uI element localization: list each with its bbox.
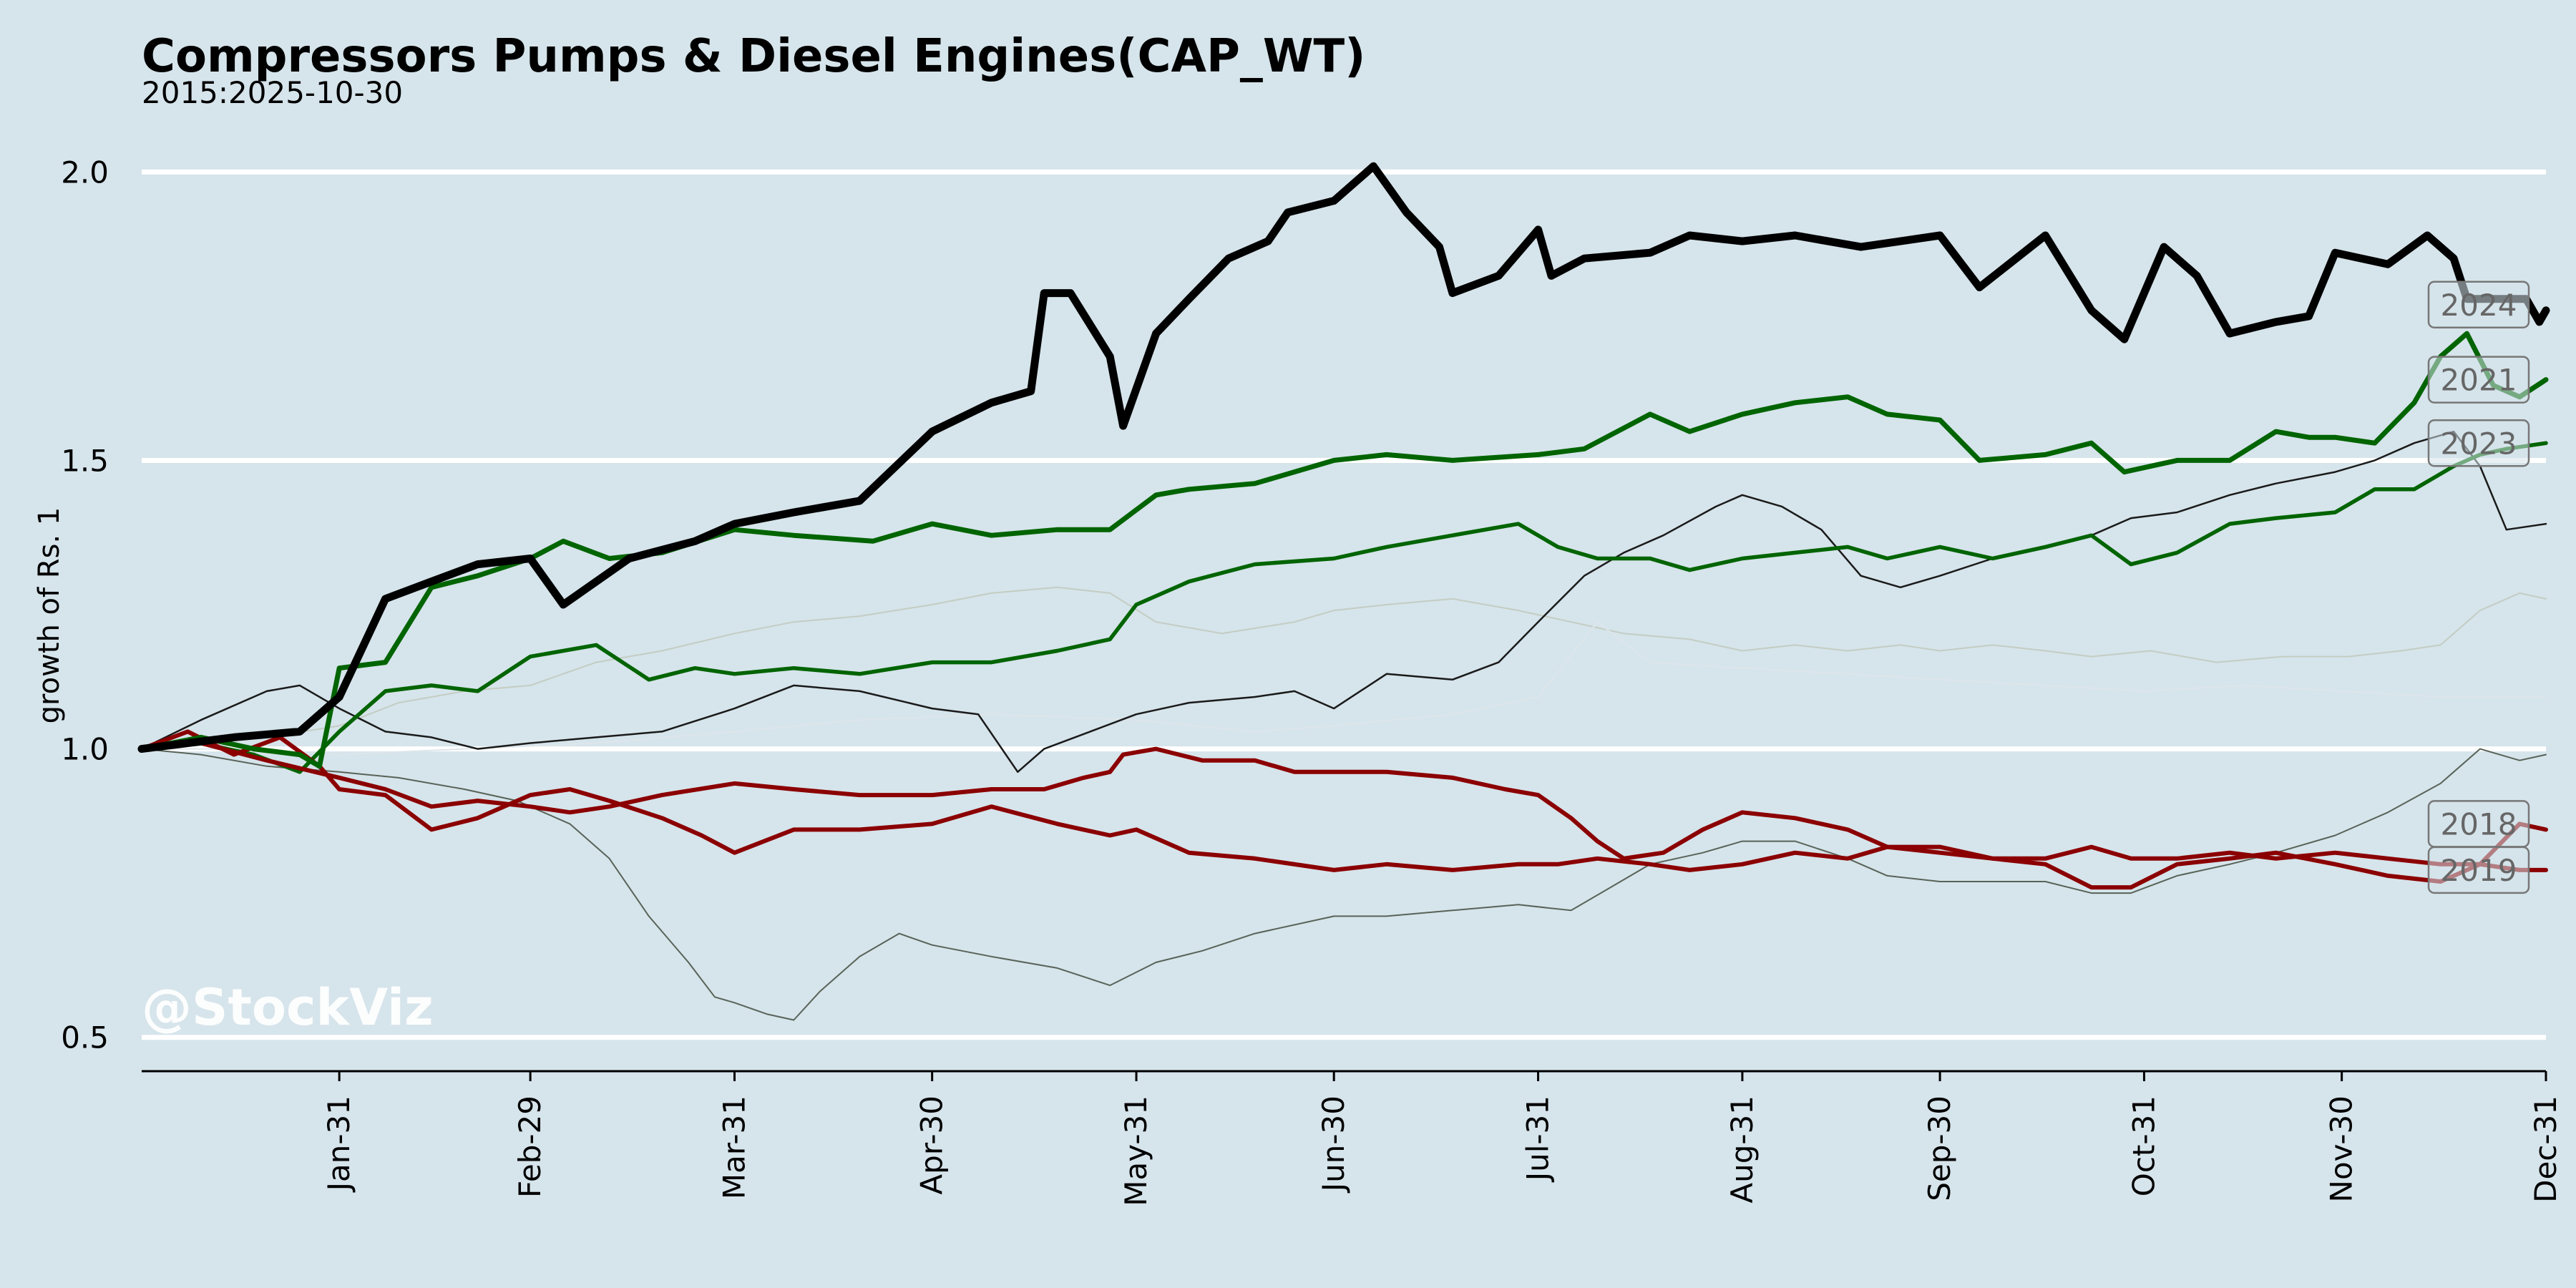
x-tick-label: Apr-30 bbox=[914, 1096, 950, 1195]
series-line-2019 bbox=[140, 741, 2548, 872]
series-line-2024 bbox=[137, 162, 2550, 753]
x-tick-label: Dec-31 bbox=[2528, 1096, 2563, 1203]
series-end-labels: 2024 2021 2023 2018 2019 bbox=[2427, 280, 2530, 894]
x-tick-label: May-31 bbox=[1118, 1096, 1153, 1206]
chart-title: Compressors Pumps & Diesel Engines(CAP_W… bbox=[142, 30, 1365, 83]
watermark: @StockViz bbox=[142, 978, 434, 1037]
series-lines bbox=[137, 162, 2550, 1021]
x-tick-label: Jun-30 bbox=[1316, 1096, 1351, 1194]
y-tick-label: 1.0 bbox=[61, 732, 109, 767]
x-tick-label: Mar-31 bbox=[716, 1096, 751, 1199]
x-tick-label: Jul-31 bbox=[1521, 1096, 1556, 1183]
y-axis-label: growth of Rs. 1 bbox=[33, 507, 66, 724]
series-label-box-2023 bbox=[2427, 419, 2530, 467]
series-label-2019: 2019 bbox=[2441, 853, 2517, 888]
series-line bbox=[141, 586, 2547, 750]
series-label-2021: 2021 bbox=[2441, 363, 2517, 398]
series-label-box-2024 bbox=[2427, 280, 2530, 328]
x-tick-label: Nov-30 bbox=[2324, 1096, 2359, 1202]
x-tick-label: Aug-31 bbox=[1724, 1096, 1760, 1204]
x-axis: Jan-31 Feb-29 Mar-31 Apr-30 May-31 Jun-30 Jul-… bbox=[142, 1070, 2563, 1206]
series-line bbox=[140, 430, 2547, 774]
series-label-2023: 2023 bbox=[2441, 426, 2517, 461]
x-tick-label: Sep-30 bbox=[1922, 1096, 1957, 1201]
series-line-2021 bbox=[139, 331, 2549, 769]
x-tick-label: Feb-29 bbox=[512, 1096, 547, 1198]
series-label-box-2019 bbox=[2427, 846, 2530, 894]
series-line-2023 bbox=[140, 441, 2548, 774]
series-label-2024: 2024 bbox=[2441, 288, 2517, 323]
series-label-2018: 2018 bbox=[2441, 806, 2517, 841]
y-tick-label: 1.5 bbox=[61, 443, 109, 478]
series-line-2018 bbox=[140, 729, 2548, 890]
x-tick-label: Oct-31 bbox=[2126, 1096, 2161, 1196]
y-tick-labels: 0.5 1.0 1.5 2.0 bbox=[61, 155, 109, 1055]
y-tick-label: 0.5 bbox=[61, 1020, 109, 1055]
chart-subtitle: 2015:2025-10-30 bbox=[142, 75, 403, 110]
series-label-box-2021 bbox=[2427, 356, 2530, 404]
series-line bbox=[141, 621, 2547, 756]
series-line bbox=[141, 748, 2547, 1021]
x-tick-label: Jan-31 bbox=[321, 1096, 356, 1193]
y-tick-label: 2.0 bbox=[61, 155, 109, 190]
